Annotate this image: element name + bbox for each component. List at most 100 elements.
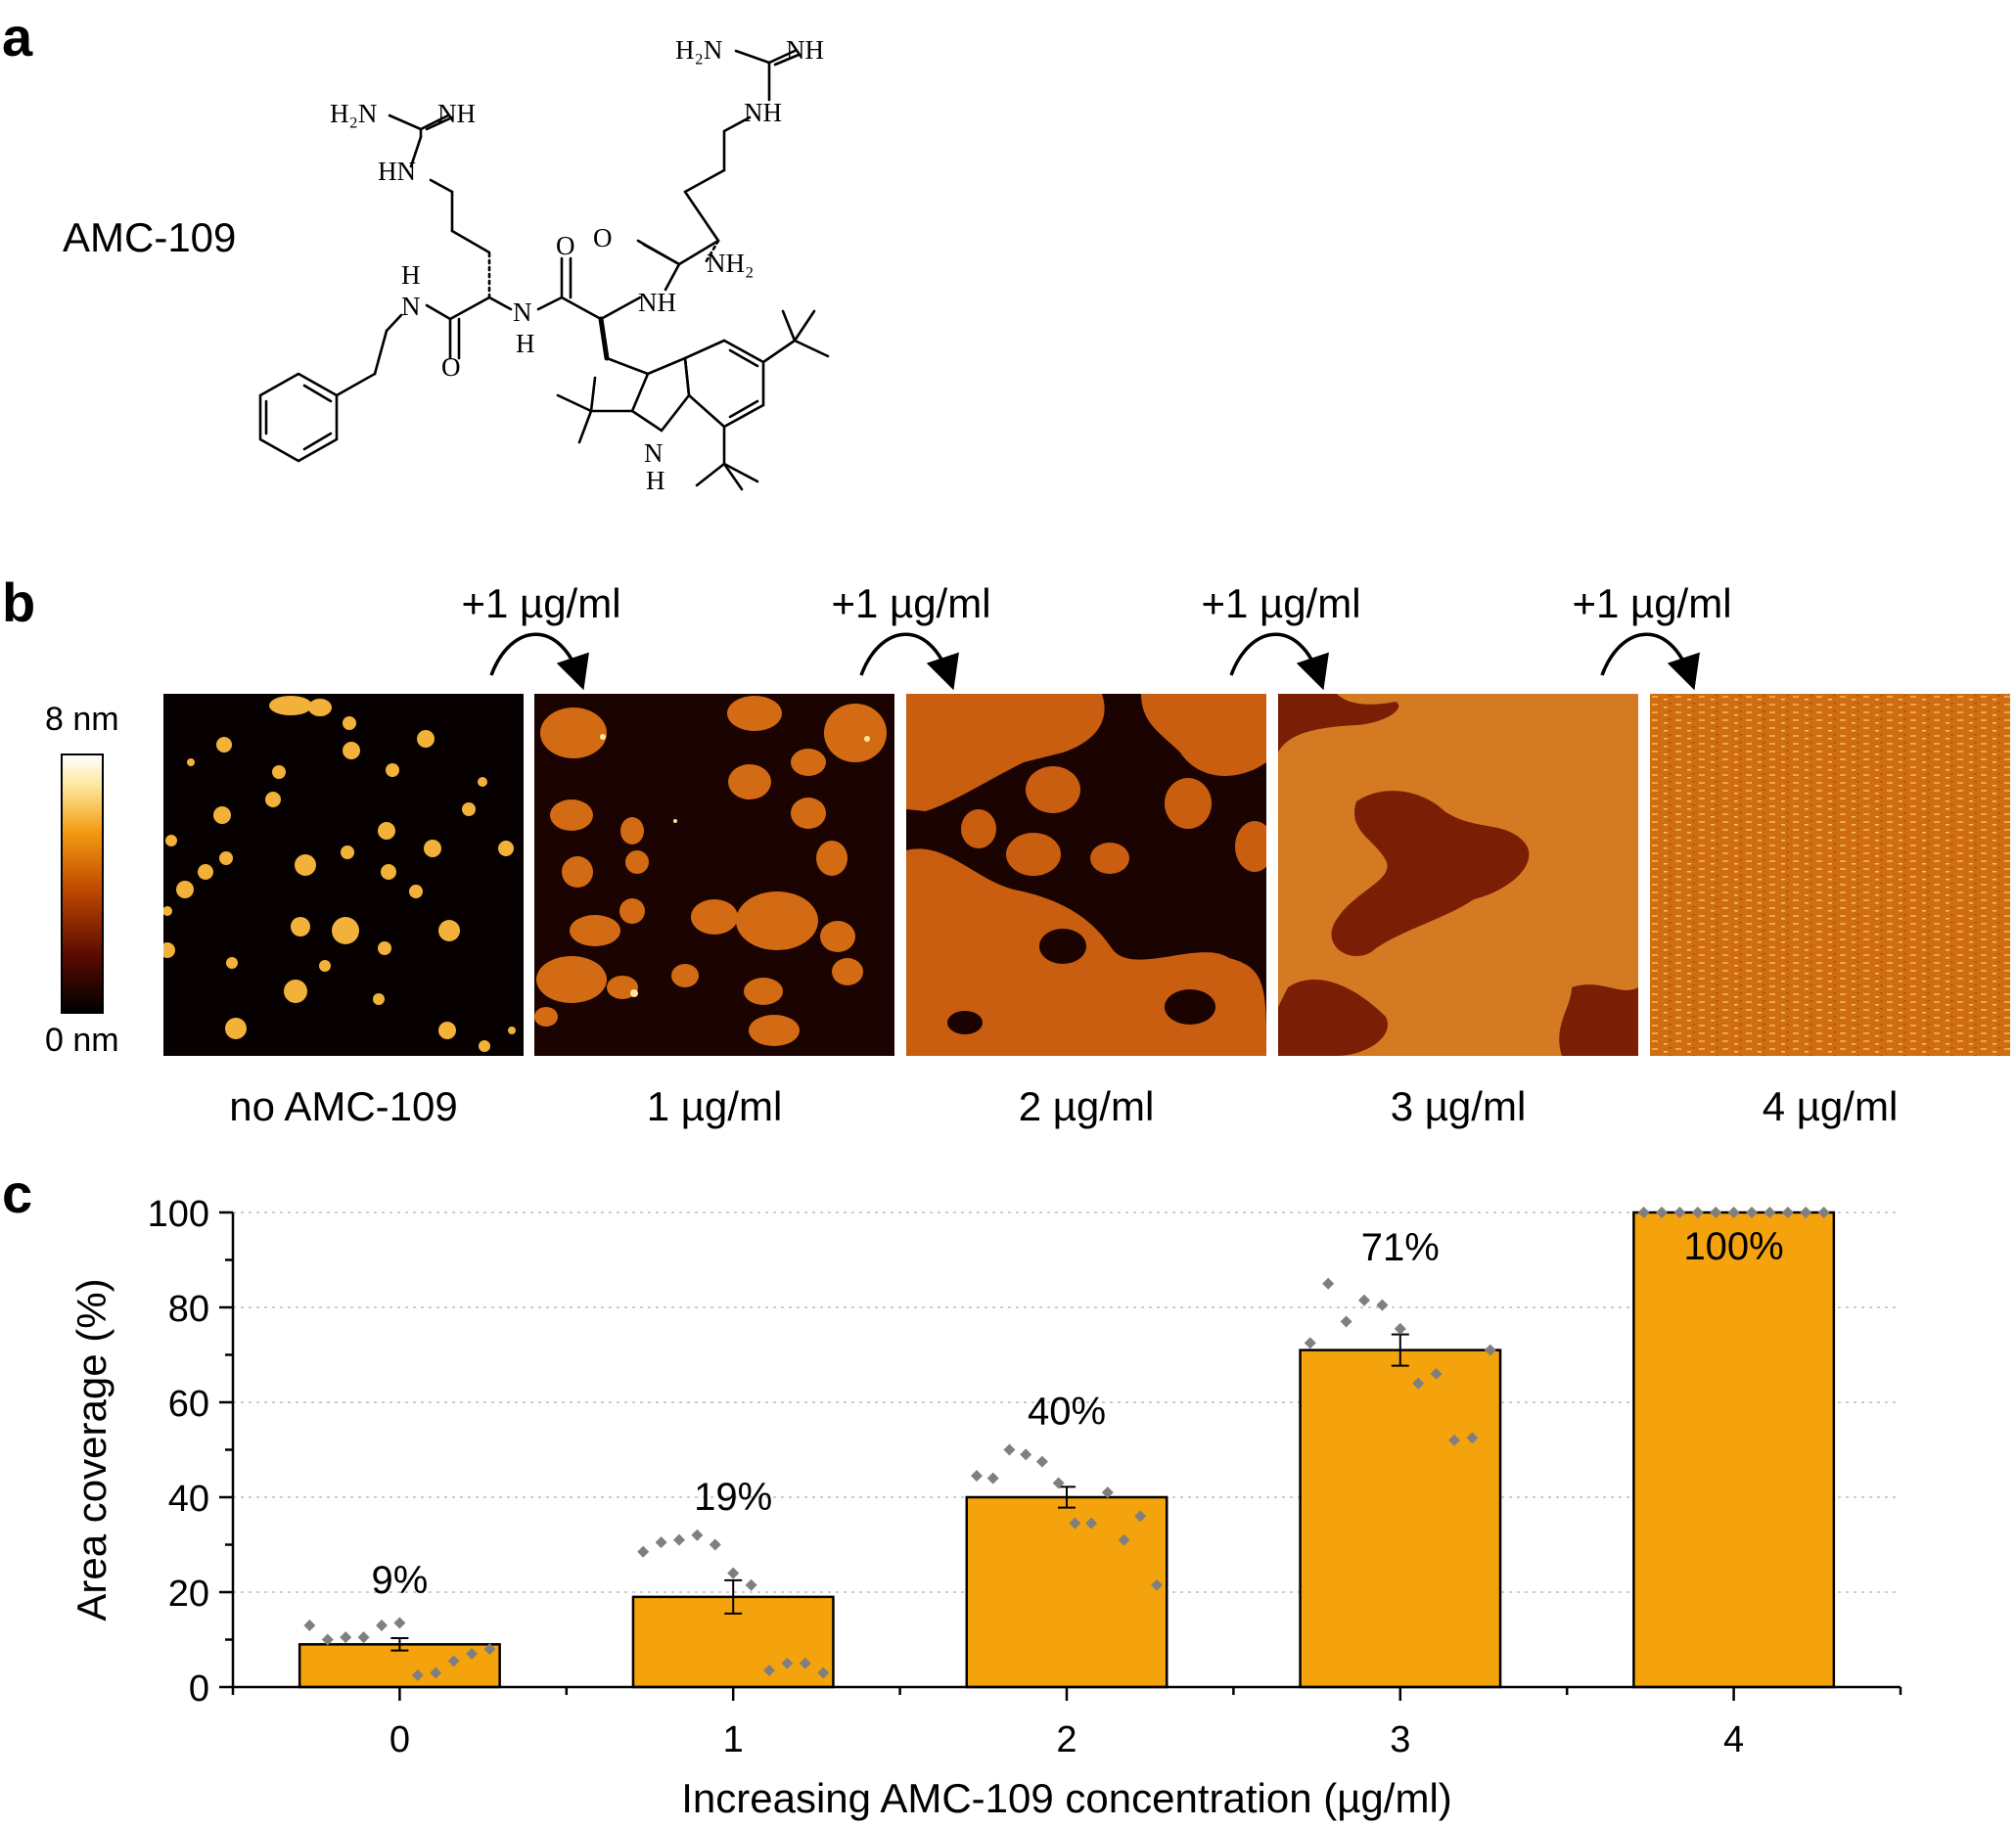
data-point-3-10: [1484, 1344, 1496, 1356]
afm-caption-0: no AMC-109: [229, 1083, 458, 1129]
bar-3: [1299, 1348, 1502, 1689]
area-coverage-chart: 0 20 40 60 80 100 0 1 2 3 4 9% 19% 40% 71% 100% Increasi…: [69, 1194, 1902, 1821]
data-point-0-1: [321, 1633, 334, 1646]
data-point-1-0: [637, 1545, 650, 1558]
data-point-1-4: [709, 1538, 721, 1551]
data-point-3-2: [1340, 1315, 1352, 1328]
data-label-0: 9%: [371, 1559, 428, 1602]
data-point-1-6: [745, 1578, 757, 1591]
data-point-3-0: [1304, 1337, 1316, 1349]
x-tick-label-2: 2: [1056, 1719, 1077, 1760]
data-point-0-2: [340, 1631, 352, 1644]
afm-image-1: [534, 694, 894, 1056]
panel-b-letter: b: [2, 571, 36, 633]
data-point-1-9: [799, 1657, 811, 1669]
data-point-4-9: [1800, 1207, 1812, 1218]
colorbar: [61, 754, 104, 1014]
atom-hn-1: HN: [378, 157, 416, 186]
data-point-1-7: [763, 1665, 776, 1677]
bar-2: [965, 1495, 1168, 1689]
data-point-2-11: [1151, 1578, 1164, 1591]
x-axis-title: Increasing AMC-109 concentration (µg/ml): [681, 1775, 1452, 1821]
data-point-3-9: [1466, 1432, 1479, 1444]
data-point-2-6: [1069, 1517, 1081, 1530]
atom-o-3: O: [593, 223, 613, 252]
atom-n-1: N: [401, 292, 421, 321]
atom-n-2: N: [513, 297, 532, 327]
data-point-1-8: [781, 1657, 794, 1669]
data-point-3-3: [1357, 1294, 1370, 1306]
data-point-2-8: [1101, 1486, 1114, 1499]
atom-o-2: O: [556, 231, 575, 260]
data-point-3-8: [1448, 1434, 1461, 1446]
atom-nh-2: NH: [638, 288, 676, 317]
data-point-2-0: [970, 1470, 983, 1483]
data-label-2: 40%: [1028, 1391, 1106, 1434]
afm-image-0: [163, 694, 524, 1056]
afm-image-3: [1278, 694, 1638, 1056]
data-point-1-5: [727, 1567, 740, 1579]
atom-nh2: NH₂: [707, 249, 754, 278]
panel-a-letter: a: [2, 6, 33, 68]
data-point-0-6: [411, 1668, 424, 1681]
data-point-1-3: [691, 1529, 704, 1541]
step-label-1: +1 µg/ml: [461, 580, 621, 626]
x-tick-label-4: 4: [1723, 1719, 1744, 1760]
x-tick-label-1: 1: [723, 1719, 744, 1760]
data-point-3-4: [1376, 1299, 1389, 1311]
data-point-4-4: [1710, 1207, 1722, 1218]
data-point-4-7: [1764, 1207, 1776, 1218]
data-label-4: 100%: [1683, 1225, 1783, 1268]
panel-c-letter: c: [2, 1163, 33, 1224]
atom-h-3: H: [646, 466, 665, 495]
atom-h-1: H: [401, 260, 421, 290]
data-point-4-2: [1673, 1207, 1686, 1218]
data-point-2-5: [1052, 1477, 1065, 1489]
atom-o-1: O: [441, 352, 461, 382]
step-arrow-4: [1600, 632, 1700, 691]
colorbar-min-label: 0 nm: [45, 1022, 119, 1059]
step-arrow-2: [859, 632, 959, 691]
data-point-3-1: [1322, 1277, 1335, 1290]
compound-name: AMC-109: [63, 214, 237, 260]
atom-nh-4: NH: [786, 35, 824, 65]
data-point-0-10: [483, 1643, 496, 1656]
atom-nh-3: NH: [744, 98, 782, 127]
data-point-1-2: [672, 1533, 685, 1546]
bar-4: [1632, 1210, 1836, 1689]
y-tick-label-20: 20: [168, 1574, 209, 1615]
data-point-4-5: [1727, 1207, 1740, 1218]
afm-image-2: [906, 694, 1266, 1056]
data-label-3: 71%: [1361, 1226, 1440, 1269]
data-label-1: 19%: [694, 1476, 772, 1519]
atom-nh-1: NH: [437, 99, 476, 128]
chemical-structure: H₂N NH HN H N O N H O O NH NH₂ NH H₂N NH…: [258, 35, 830, 495]
step-arrows: [489, 632, 1700, 691]
data-point-4-3: [1691, 1207, 1704, 1218]
data-point-4-0: [1637, 1207, 1650, 1218]
atom-h2n-2: H₂N: [675, 35, 722, 65]
afm-caption-2: 2 µg/ml: [1018, 1083, 1155, 1129]
atom-h2n-1: H₂N: [330, 99, 377, 128]
data-point-2-2: [1003, 1443, 1016, 1456]
data-point-0-4: [375, 1619, 388, 1631]
data-point-2-3: [1020, 1448, 1032, 1461]
step-arrow-3: [1229, 632, 1329, 691]
data-point-4-6: [1746, 1207, 1759, 1218]
colorbar-max-label: 8 nm: [45, 701, 119, 738]
afm-caption-3: 3 µg/ml: [1390, 1083, 1527, 1129]
y-tick-label-60: 60: [168, 1384, 209, 1425]
data-point-0-8: [447, 1655, 460, 1667]
data-point-0-9: [466, 1648, 479, 1661]
data-point-1-1: [655, 1536, 667, 1549]
data-point-4-8: [1781, 1207, 1794, 1218]
step-label-2: +1 µg/ml: [831, 580, 991, 626]
data-point-2-7: [1085, 1517, 1098, 1530]
afm-caption-4: 4 µg/ml: [1762, 1083, 1899, 1129]
y-tick-label-0: 0: [189, 1668, 209, 1710]
data-point-3-6: [1412, 1377, 1425, 1390]
y-axis-title: Area coverage (%): [69, 1278, 115, 1621]
data-point-2-10: [1134, 1510, 1147, 1523]
x-tick-label-0: 0: [389, 1719, 410, 1760]
atom-h-2: H: [516, 329, 535, 358]
